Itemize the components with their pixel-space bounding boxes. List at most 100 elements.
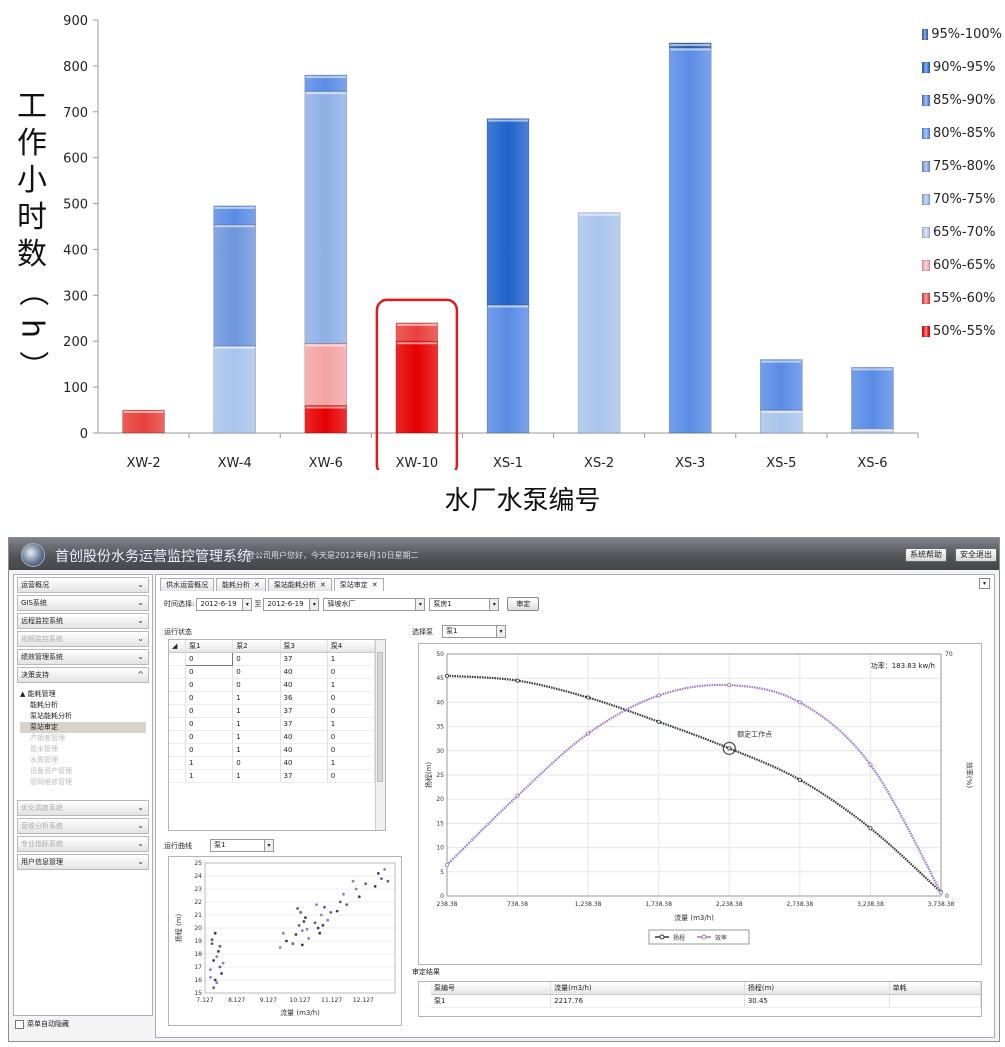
legend-swatch: [922, 128, 930, 139]
grid-header-cell: 泵2: [232, 640, 281, 653]
x-tick-label: XS-3: [675, 456, 705, 470]
tree-root[interactable]: ▲ 能耗管理: [20, 690, 56, 698]
sidebar-section[interactable]: 视频监控系统 ⌄: [17, 631, 149, 647]
row-selector: [169, 678, 186, 692]
select-pump-label: 选择泵: [412, 628, 433, 636]
grid-scrollbar[interactable]: [375, 640, 385, 830]
sidebar-section-label: 用户信息管理: [21, 858, 63, 866]
logout-button[interactable]: 安全退出: [955, 548, 997, 562]
bar-chart-plot: 0 100 200 300 400 500 600 700 800 900 XW-2 XW-4 XW-6…: [63, 14, 919, 477]
tree-item-station-approve[interactable]: 泵站审定: [20, 722, 146, 733]
x-tick-label: 3,238.38: [857, 901, 884, 908]
sidebar-section[interactable]: 远程监控系统 ⌄: [17, 613, 149, 629]
tree-item-dim[interactable]: 水质管理: [30, 756, 58, 764]
scatter-point: [291, 942, 295, 945]
sidebar-section-label: 专业指标系统: [21, 840, 63, 848]
auto-hide-toggle[interactable]: 菜单自动隐藏: [15, 1019, 69, 1029]
chevron-down-icon: ⌄: [137, 857, 144, 866]
legend-swatch: [922, 95, 930, 106]
table-row[interactable]: 0 0 40 1: [169, 678, 376, 692]
tree-item-dim[interactable]: 产销差管理: [30, 734, 65, 742]
table-row[interactable]: 0 1 40 0: [169, 730, 376, 744]
sidebar-section[interactable]: 绩效管理系统 ⌄: [17, 649, 149, 665]
tree-item-dim[interactable]: 管水管理: [30, 745, 58, 753]
sidebar-section[interactable]: 营收分析系统 ⌄: [17, 818, 149, 834]
bar-segment: [760, 409, 803, 434]
select-pump-dropdown[interactable]: 泵1 ▾: [442, 625, 506, 638]
scatter-point: [323, 905, 326, 909]
legend-swatch: [922, 227, 930, 238]
chevron-down-icon: ⌄: [137, 839, 144, 848]
result-cell: 2217.76: [550, 994, 745, 1008]
tree-item-energy-analysis[interactable]: 能耗分析: [30, 701, 58, 709]
y-tick-label: 0: [440, 893, 444, 900]
scatter-point: [305, 927, 309, 931]
table-row[interactable]: 0 1 37 1: [169, 717, 376, 731]
sidebar-section-label: 运营概况: [21, 581, 49, 589]
close-icon[interactable]: ✕: [371, 581, 378, 589]
tree-item-dim[interactable]: 管网维修管理: [30, 778, 72, 786]
legend-item: 85%-90%: [922, 84, 1002, 117]
y2-tick-label: 70: [945, 651, 953, 658]
plant-select[interactable]: 驿坡水厂 ▾: [323, 597, 426, 611]
sidebar-section[interactable]: 专业指标系统 ⌄: [17, 836, 149, 852]
y-tick-label: 900: [63, 14, 88, 29]
scatter-point: [220, 972, 223, 975]
tab[interactable]: 泵站审定 ✕: [333, 578, 384, 591]
date-to-input[interactable]: 2012-6-19 ▾: [263, 597, 320, 611]
table-cell: 1: [327, 717, 376, 731]
tree-item-station-energy[interactable]: 泵站能耗分析: [30, 712, 72, 720]
series-point: [444, 862, 449, 867]
y-tick-label: 35: [436, 724, 444, 731]
table-row[interactable]: 0 0 37 1: [169, 652, 376, 666]
y-tick-label: 300: [63, 289, 88, 304]
bar-segment: [304, 90, 348, 344]
scatter-point: [321, 924, 325, 927]
plot-frame: [446, 653, 942, 897]
y-tick-label: 5: [440, 869, 444, 876]
run-curve-pump-select[interactable]: 泵1 ▾: [210, 839, 274, 852]
sidebar-tree: ▲ 能耗管理 能耗分析 泵站能耗分析 泵站审定 产销差管理 管水管理 水质管理 …: [14, 685, 152, 792]
date-from-input[interactable]: 2012-6-19 ▾: [196, 597, 253, 611]
row-selector: [169, 704, 186, 718]
table-row[interactable]: 泵1 2217.76 30.45: [431, 994, 982, 1008]
table-row[interactable]: 0 1 40 0: [169, 743, 376, 757]
checkbox-icon[interactable]: [15, 1019, 24, 1029]
close-icon[interactable]: ✕: [319, 581, 326, 589]
sidebar-section[interactable]: 运营概况 ⌄: [17, 577, 149, 593]
table-row[interactable]: 1 0 40 1: [169, 756, 376, 770]
x-tick-label: 1,238.38: [575, 901, 602, 908]
tab-menu-icon[interactable]: ▾: [979, 578, 990, 589]
series-point: [515, 793, 520, 798]
bar-segment: [577, 212, 621, 434]
tree-item-dim[interactable]: 设备资产管理: [30, 767, 72, 775]
y-axis-label-char: 时: [17, 200, 47, 235]
sidebar-section[interactable]: 决策支持 ^: [17, 667, 149, 683]
sidebar-section[interactable]: GIS系统 ⌄: [17, 595, 149, 611]
series-point: [656, 719, 661, 724]
x-tick-label: 1,738.38: [645, 901, 672, 908]
tab[interactable]: 供水运营概况: [160, 578, 214, 591]
table-cell: 0: [232, 678, 281, 692]
app-title: 首创股份水务运营监控管理系统: [55, 549, 251, 565]
table-row[interactable]: 0 0 40 0: [169, 665, 376, 679]
y-tick-label: 19: [194, 938, 202, 945]
table-row[interactable]: 1 1 37 0: [169, 769, 376, 783]
sidebar-section[interactable]: 用户信息管理 ⌄: [17, 854, 149, 870]
chevron-down-icon: ▾: [415, 598, 425, 610]
table-row[interactable]: 0 1 36 0: [169, 691, 376, 705]
series-point: [586, 695, 591, 700]
close-icon[interactable]: ✕: [254, 581, 260, 589]
approve-button[interactable]: 审定: [507, 597, 540, 611]
run-curve-label: 运行曲线: [164, 842, 192, 850]
result-cell: [889, 994, 982, 1008]
tab[interactable]: 能耗分析 ✕: [216, 578, 266, 591]
tab[interactable]: 泵站能耗分析 ✕: [267, 578, 332, 591]
scatter-point: [213, 931, 217, 935]
pump-room-select[interactable]: 泵房1 ▾: [429, 597, 500, 611]
x-tick-label: 8.127: [228, 997, 245, 1004]
table-row[interactable]: 0 1 37 0: [169, 704, 376, 718]
help-button[interactable]: 系统帮助: [905, 548, 947, 562]
legend-item: 50%-55%: [922, 315, 1002, 348]
sidebar-section[interactable]: 优化调度系统 ⌄: [17, 800, 149, 816]
